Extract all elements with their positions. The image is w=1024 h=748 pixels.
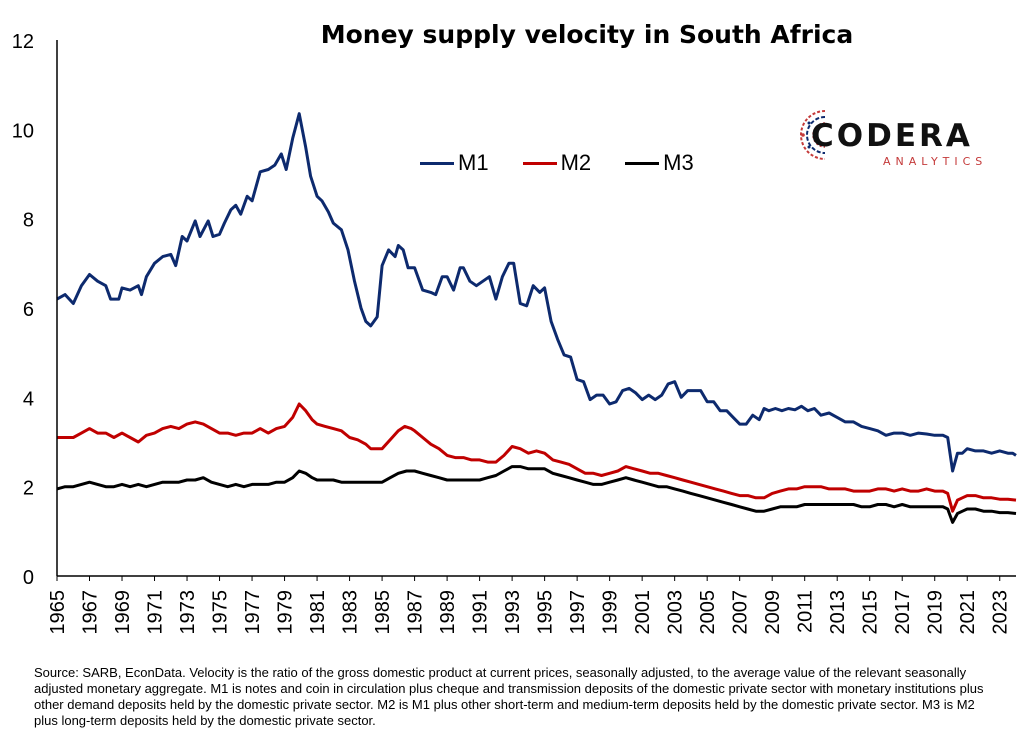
codera-logo: CODERA ANALYTICS xyxy=(795,105,985,171)
x-tick-label: 2009 xyxy=(762,590,784,635)
legend-label-m1: M1 xyxy=(458,150,489,175)
x-tick-label: 2007 xyxy=(730,590,752,635)
x-tick-label: 2013 xyxy=(827,590,849,635)
y-tick-label: 8 xyxy=(23,210,34,232)
logo-circuit-icon xyxy=(800,110,826,160)
legend-swatch-m3 xyxy=(625,161,660,165)
logo-name: CODERA xyxy=(811,118,973,154)
x-tick-label: 1975 xyxy=(210,590,232,635)
chart-title-text: Money supply velocity in South Africa xyxy=(320,20,854,49)
y-tick-label: 0 xyxy=(23,567,34,589)
series-lines xyxy=(56,112,1017,524)
x-tick-label: 2003 xyxy=(665,590,687,635)
x-tick-label: 1981 xyxy=(307,590,329,635)
x-tick-label: 1979 xyxy=(275,590,297,635)
x-tick-label: 1989 xyxy=(437,590,459,635)
source-note: Source: SARB, EconData. Velocity is the … xyxy=(34,665,984,728)
legend-swatch-m2 xyxy=(522,161,557,165)
x-tick-label: 2017 xyxy=(892,590,914,635)
legend-label-m3: M3 xyxy=(663,150,694,175)
legend-item-m1: M1 xyxy=(420,150,489,176)
x-tick-label: 2011 xyxy=(795,590,817,633)
legend-label-m2: M2 xyxy=(560,150,592,175)
x-tick-label: 1995 xyxy=(535,590,557,635)
x-axis-ticks: 1965 1967 1969 1971 1973 1975 1977 1979 1981 1983… xyxy=(47,576,1012,635)
x-tick-label: 1985 xyxy=(372,590,394,635)
x-tick-label: 1969 xyxy=(112,590,134,635)
x-tick-label: 1971 xyxy=(145,590,167,635)
x-tick-label: 1983 xyxy=(340,590,362,635)
series-line-m3 xyxy=(56,465,1017,524)
x-tick-label: 2023 xyxy=(990,590,1012,635)
chart-title: Money supply velocity in South Africa xyxy=(0,20,1024,49)
x-tick-label: 1977 xyxy=(242,590,264,635)
x-tick-label: 2001 xyxy=(632,590,654,635)
x-tick-label: 2021 xyxy=(957,590,979,635)
x-tick-label: 2015 xyxy=(860,590,882,635)
x-tick-label: 1987 xyxy=(405,590,427,635)
legend: M1 M2 M3 xyxy=(420,150,694,176)
x-tick-label: 2019 xyxy=(925,590,947,635)
x-tick-label: 1973 xyxy=(177,590,199,635)
x-tick-label: 1965 xyxy=(47,590,69,635)
y-tick-label: 12 xyxy=(12,31,34,53)
x-tick-label: 1967 xyxy=(80,590,102,635)
y-tick-label: 6 xyxy=(23,299,34,321)
x-tick-label: 1999 xyxy=(600,590,622,635)
y-tick-label: 4 xyxy=(23,388,34,410)
y-axis-ticks: 0 2 4 6 8 10 12 xyxy=(12,31,34,589)
x-tick-label: 1997 xyxy=(567,590,589,635)
x-tick-label: 1991 xyxy=(470,590,492,635)
x-tick-label: 1993 xyxy=(502,590,524,635)
series-line-m1 xyxy=(56,112,1017,473)
logo-subtitle: ANALYTICS xyxy=(883,155,988,168)
y-tick-label: 2 xyxy=(23,478,34,500)
y-tick-label: 10 xyxy=(12,120,34,142)
legend-swatch-m1 xyxy=(420,161,454,165)
series-line-m2 xyxy=(57,402,1017,513)
legend-item-m3: M3 xyxy=(625,150,694,176)
legend-item-m2: M2 xyxy=(522,150,592,176)
x-tick-label: 2005 xyxy=(697,590,719,635)
